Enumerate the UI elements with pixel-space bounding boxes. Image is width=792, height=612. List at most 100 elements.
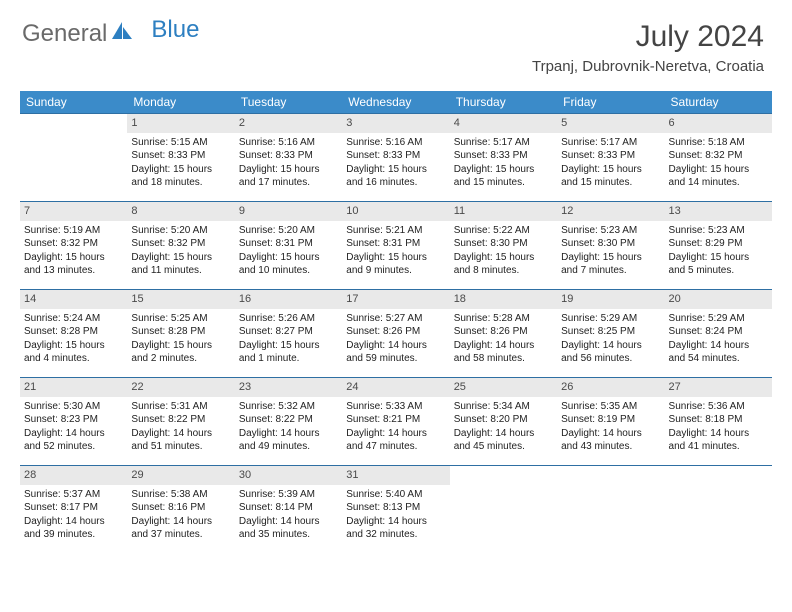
calendar-cell — [557, 466, 664, 554]
calendar-cell: 16Sunrise: 5:26 AMSunset: 8:27 PMDayligh… — [235, 290, 342, 378]
day-daylight: Daylight: 15 hours and 8 minutes. — [454, 251, 553, 278]
day-sunrise: Sunrise: 5:19 AM — [24, 224, 123, 238]
day-sunrise: Sunrise: 5:30 AM — [24, 400, 123, 414]
calendar-cell: 30Sunrise: 5:39 AMSunset: 8:14 PMDayligh… — [235, 466, 342, 554]
day-number: 18 — [450, 290, 557, 309]
brand-part1: General — [22, 20, 107, 48]
month-title: July 2024 — [532, 20, 764, 54]
day-sunrise: Sunrise: 5:33 AM — [346, 400, 445, 414]
day-daylight: Daylight: 15 hours and 5 minutes. — [669, 251, 768, 278]
day-sunset: Sunset: 8:24 PM — [669, 325, 768, 339]
day-number: 3 — [342, 114, 449, 133]
day-content: Sunrise: 5:27 AMSunset: 8:26 PMDaylight:… — [342, 309, 449, 370]
calendar-cell: 7Sunrise: 5:19 AMSunset: 8:32 PMDaylight… — [20, 202, 127, 290]
day-content: Sunrise: 5:37 AMSunset: 8:17 PMDaylight:… — [20, 485, 127, 546]
day-sunrise: Sunrise: 5:20 AM — [239, 224, 338, 238]
day-number: 25 — [450, 378, 557, 397]
day-sunset: Sunset: 8:19 PM — [561, 413, 660, 427]
calendar-row: 28Sunrise: 5:37 AMSunset: 8:17 PMDayligh… — [20, 466, 772, 554]
day-sunset: Sunset: 8:32 PM — [24, 237, 123, 251]
calendar-cell: 9Sunrise: 5:20 AMSunset: 8:31 PMDaylight… — [235, 202, 342, 290]
sail-icon — [111, 20, 133, 48]
day-sunrise: Sunrise: 5:39 AM — [239, 488, 338, 502]
calendar-cell: 31Sunrise: 5:40 AMSunset: 8:13 PMDayligh… — [342, 466, 449, 554]
day-daylight: Daylight: 14 hours and 54 minutes. — [669, 339, 768, 366]
calendar-cell: 28Sunrise: 5:37 AMSunset: 8:17 PMDayligh… — [20, 466, 127, 554]
day-sunset: Sunset: 8:33 PM — [131, 149, 230, 163]
day-daylight: Daylight: 14 hours and 58 minutes. — [454, 339, 553, 366]
day-daylight: Daylight: 15 hours and 10 minutes. — [239, 251, 338, 278]
calendar-cell: 24Sunrise: 5:33 AMSunset: 8:21 PMDayligh… — [342, 378, 449, 466]
day-content: Sunrise: 5:28 AMSunset: 8:26 PMDaylight:… — [450, 309, 557, 370]
day-number: 28 — [20, 466, 127, 485]
day-sunset: Sunset: 8:30 PM — [454, 237, 553, 251]
calendar-cell: 18Sunrise: 5:28 AMSunset: 8:26 PMDayligh… — [450, 290, 557, 378]
weekday-header: Sunday — [20, 91, 127, 114]
calendar-cell: 8Sunrise: 5:20 AMSunset: 8:32 PMDaylight… — [127, 202, 234, 290]
day-sunset: Sunset: 8:16 PM — [131, 501, 230, 515]
calendar-header-row: Sunday Monday Tuesday Wednesday Thursday… — [20, 91, 772, 114]
day-sunrise: Sunrise: 5:28 AM — [454, 312, 553, 326]
day-sunset: Sunset: 8:33 PM — [346, 149, 445, 163]
day-number: 26 — [557, 378, 664, 397]
day-number: 22 — [127, 378, 234, 397]
day-content: Sunrise: 5:35 AMSunset: 8:19 PMDaylight:… — [557, 397, 664, 458]
day-content: Sunrise: 5:29 AMSunset: 8:25 PMDaylight:… — [557, 309, 664, 370]
day-content: Sunrise: 5:30 AMSunset: 8:23 PMDaylight:… — [20, 397, 127, 458]
day-number: 21 — [20, 378, 127, 397]
day-content: Sunrise: 5:23 AMSunset: 8:30 PMDaylight:… — [557, 221, 664, 282]
day-number: 11 — [450, 202, 557, 221]
day-sunrise: Sunrise: 5:23 AM — [669, 224, 768, 238]
day-daylight: Daylight: 15 hours and 13 minutes. — [24, 251, 123, 278]
day-sunset: Sunset: 8:28 PM — [131, 325, 230, 339]
day-daylight: Daylight: 15 hours and 17 minutes. — [239, 163, 338, 190]
calendar-cell: 2Sunrise: 5:16 AMSunset: 8:33 PMDaylight… — [235, 114, 342, 202]
day-sunset: Sunset: 8:22 PM — [239, 413, 338, 427]
calendar-cell: 27Sunrise: 5:36 AMSunset: 8:18 PMDayligh… — [665, 378, 772, 466]
day-sunset: Sunset: 8:31 PM — [239, 237, 338, 251]
day-number: 30 — [235, 466, 342, 485]
day-number: 29 — [127, 466, 234, 485]
day-daylight: Daylight: 14 hours and 35 minutes. — [239, 515, 338, 542]
day-sunset: Sunset: 8:26 PM — [346, 325, 445, 339]
day-content: Sunrise: 5:38 AMSunset: 8:16 PMDaylight:… — [127, 485, 234, 546]
day-daylight: Daylight: 15 hours and 7 minutes. — [561, 251, 660, 278]
day-sunrise: Sunrise: 5:29 AM — [669, 312, 768, 326]
day-content: Sunrise: 5:33 AMSunset: 8:21 PMDaylight:… — [342, 397, 449, 458]
day-sunrise: Sunrise: 5:34 AM — [454, 400, 553, 414]
day-number: 31 — [342, 466, 449, 485]
weekday-header: Saturday — [665, 91, 772, 114]
calendar-cell: 4Sunrise: 5:17 AMSunset: 8:33 PMDaylight… — [450, 114, 557, 202]
day-content: Sunrise: 5:26 AMSunset: 8:27 PMDaylight:… — [235, 309, 342, 370]
calendar-cell: 25Sunrise: 5:34 AMSunset: 8:20 PMDayligh… — [450, 378, 557, 466]
weekday-header: Friday — [557, 91, 664, 114]
day-sunrise: Sunrise: 5:17 AM — [454, 136, 553, 150]
day-number: 2 — [235, 114, 342, 133]
day-content: Sunrise: 5:31 AMSunset: 8:22 PMDaylight:… — [127, 397, 234, 458]
day-content: Sunrise: 5:18 AMSunset: 8:32 PMDaylight:… — [665, 133, 772, 194]
day-number: 8 — [127, 202, 234, 221]
day-content: Sunrise: 5:20 AMSunset: 8:31 PMDaylight:… — [235, 221, 342, 282]
day-content: Sunrise: 5:20 AMSunset: 8:32 PMDaylight:… — [127, 221, 234, 282]
day-sunrise: Sunrise: 5:35 AM — [561, 400, 660, 414]
day-number: 5 — [557, 114, 664, 133]
day-daylight: Daylight: 15 hours and 15 minutes. — [561, 163, 660, 190]
calendar-cell: 12Sunrise: 5:23 AMSunset: 8:30 PMDayligh… — [557, 202, 664, 290]
brand-logo: General Blue — [22, 20, 199, 48]
calendar-cell: 20Sunrise: 5:29 AMSunset: 8:24 PMDayligh… — [665, 290, 772, 378]
day-daylight: Daylight: 14 hours and 51 minutes. — [131, 427, 230, 454]
day-daylight: Daylight: 15 hours and 11 minutes. — [131, 251, 230, 278]
day-daylight: Daylight: 14 hours and 43 minutes. — [561, 427, 660, 454]
day-sunset: Sunset: 8:30 PM — [561, 237, 660, 251]
day-daylight: Daylight: 14 hours and 32 minutes. — [346, 515, 445, 542]
day-number: 13 — [665, 202, 772, 221]
calendar-cell: 1Sunrise: 5:15 AMSunset: 8:33 PMDaylight… — [127, 114, 234, 202]
day-daylight: Daylight: 14 hours and 52 minutes. — [24, 427, 123, 454]
day-number: 4 — [450, 114, 557, 133]
day-sunrise: Sunrise: 5:29 AM — [561, 312, 660, 326]
day-sunset: Sunset: 8:27 PM — [239, 325, 338, 339]
weekday-header: Tuesday — [235, 91, 342, 114]
day-sunset: Sunset: 8:22 PM — [131, 413, 230, 427]
day-number: 14 — [20, 290, 127, 309]
calendar-cell: 15Sunrise: 5:25 AMSunset: 8:28 PMDayligh… — [127, 290, 234, 378]
